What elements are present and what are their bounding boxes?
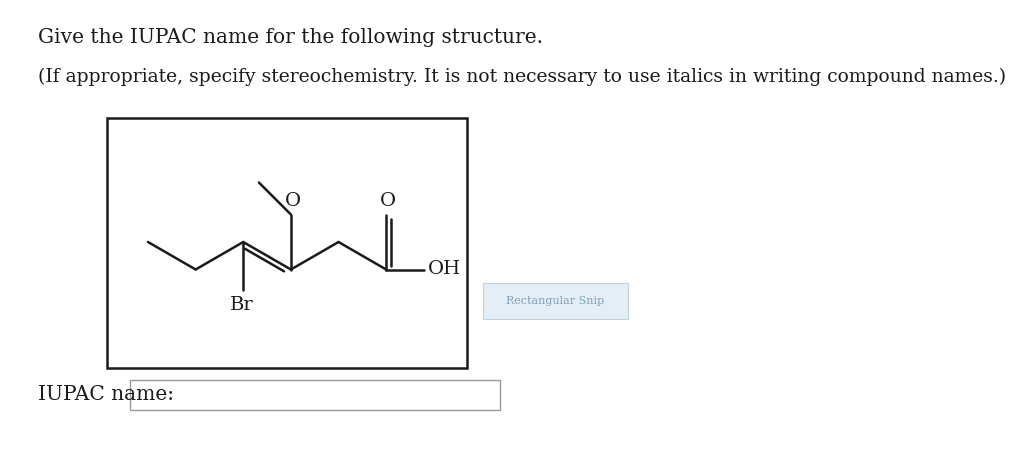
Text: Give the IUPAC name for the following structure.: Give the IUPAC name for the following st… — [38, 28, 543, 47]
Text: Rectangular Snip: Rectangular Snip — [507, 296, 604, 306]
Text: O: O — [380, 193, 396, 211]
Text: O: O — [285, 193, 301, 211]
Bar — [106, 118, 467, 368]
Text: IUPAC name:: IUPAC name: — [38, 386, 174, 405]
Text: (If appropriate, specify stereochemistry. It is not necessary to use italics in : (If appropriate, specify stereochemistry… — [38, 68, 1007, 86]
Bar — [483, 283, 628, 319]
Text: OH: OH — [428, 261, 461, 279]
Bar — [130, 380, 500, 410]
Text: Br: Br — [229, 296, 253, 314]
